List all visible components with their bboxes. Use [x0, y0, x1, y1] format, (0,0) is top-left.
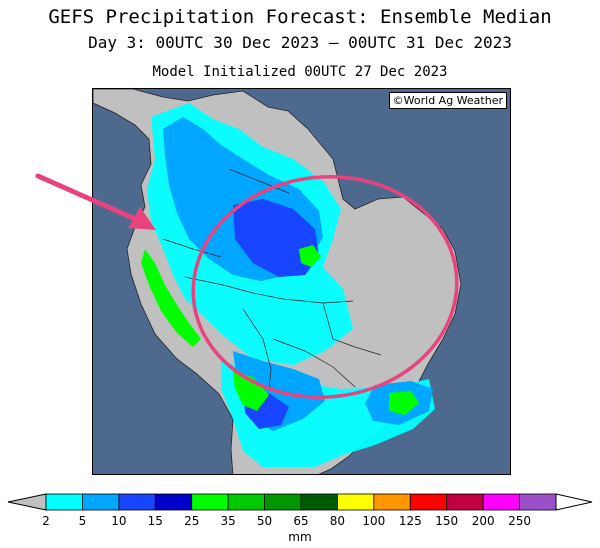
- scale-tick-label: 35: [220, 514, 236, 528]
- scale-tick-label: 250: [508, 514, 532, 528]
- precip-10-15mm: [233, 199, 319, 277]
- precip-15-25mm-brazil: [389, 391, 419, 415]
- scale-bin: [446, 493, 484, 511]
- scale-bin: [154, 493, 193, 511]
- precipitation-map: ©World Ag Weather: [92, 88, 511, 475]
- scale-bin: [82, 493, 120, 511]
- map-title: GEFS Precipitation Forecast: Ensemble Me…: [48, 6, 552, 28]
- scale-tick-label: 200: [471, 514, 495, 528]
- scale-bins: [45, 493, 557, 511]
- credit-label: ©World Ag Weather: [388, 92, 507, 109]
- forecast-period: Day 3: 00UTC 30 Dec 2023 — 00UTC 31 Dec …: [88, 33, 512, 52]
- scale-tick-label: 2: [42, 514, 50, 528]
- highlight-ellipse: [191, 174, 459, 400]
- country-borders: [162, 168, 382, 390]
- scale-tick-label: 80: [329, 514, 346, 528]
- scale-bin: [519, 493, 557, 511]
- scale-bin: [409, 493, 448, 511]
- color-scale: [7, 493, 593, 511]
- precip-15-25mm-bolivia: [233, 371, 269, 411]
- scale-bin: [191, 493, 229, 511]
- scale-bin: [264, 493, 302, 511]
- scale-tick-label: 150: [435, 514, 459, 528]
- scale-tick-label: 50: [256, 514, 273, 528]
- scale-bin: [337, 493, 375, 511]
- scale-unit: mm: [288, 530, 312, 544]
- arrow-head-icon: [128, 207, 156, 230]
- scale-bin: [482, 493, 520, 511]
- scale-tick-label: 5: [78, 514, 87, 528]
- scale-bin: [227, 493, 265, 511]
- scale-arrow-right-icon: [555, 493, 593, 511]
- scale-arrow-left-icon: [7, 493, 47, 511]
- scale-tick-label: 125: [398, 514, 422, 528]
- scale-bin: [118, 493, 156, 511]
- scale-bin: [300, 493, 338, 511]
- precip-15-25mm-andes: [141, 249, 201, 347]
- model-init-time: Model Initialized 00UTC 27 Dec 2023: [152, 64, 448, 80]
- precip-15-25mm-amazon: [299, 245, 321, 267]
- scale-tick-label: 25: [184, 514, 200, 528]
- scale-tick-label: 10: [111, 514, 127, 528]
- scale-bin: [45, 493, 83, 511]
- scale-tick-label: 100: [362, 514, 386, 528]
- scale-tick-label: 15: [147, 514, 163, 528]
- pointer-arrow-icon: [35, 173, 145, 225]
- scale-bin: [373, 493, 411, 511]
- scale-tick-label: 65: [293, 514, 309, 528]
- map-canvas: [93, 89, 462, 474]
